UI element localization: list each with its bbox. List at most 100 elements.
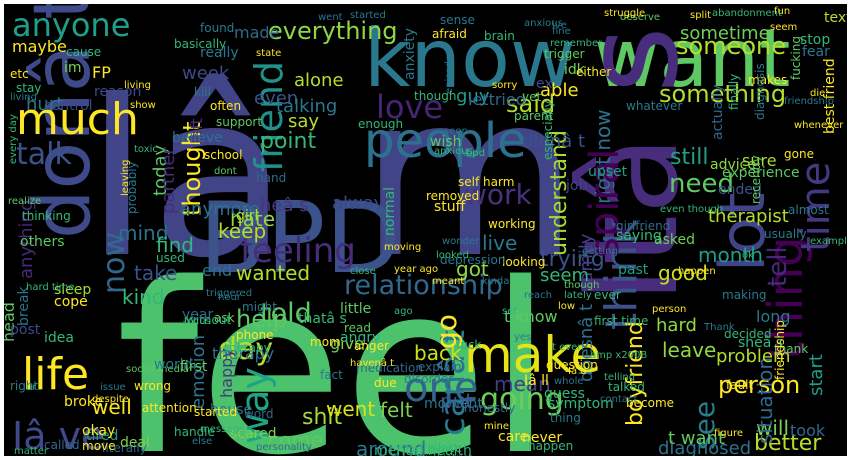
- word-made: made: [234, 23, 279, 42]
- word-thought: thought: [178, 122, 206, 216]
- word-believe: believe: [172, 130, 223, 146]
- word-im: im: [64, 60, 82, 76]
- word-explain: explain: [418, 360, 462, 374]
- word-example: example: [810, 236, 847, 247]
- word-work: work: [464, 178, 533, 211]
- word-able: able: [540, 80, 579, 101]
- word-abandonment: abandonment: [712, 8, 782, 19]
- word-afraid: afraid: [432, 27, 467, 41]
- word-fear: fear: [802, 44, 830, 60]
- word-time: time: [793, 162, 839, 252]
- word-deserve: deserve: [620, 12, 660, 23]
- word-doesn-t: doesnâ t: [576, 304, 597, 382]
- word-long: long: [756, 307, 791, 326]
- word-getting: getting: [582, 246, 618, 257]
- word-mind: mind: [118, 221, 168, 245]
- cloud-background: [4, 4, 847, 456]
- word-thing: thing: [550, 411, 581, 425]
- word-sleep: sleep: [54, 282, 91, 298]
- word-despite: despite: [92, 394, 129, 405]
- word-triggered: triggered: [206, 288, 252, 299]
- word-kind: kind: [122, 285, 165, 309]
- word-went: went: [318, 12, 343, 23]
- word-meant: meant: [432, 276, 464, 287]
- word-medication: medication: [356, 361, 423, 375]
- word-happy: happy: [217, 348, 236, 398]
- word-show: show: [130, 100, 156, 111]
- word-upset: upset: [588, 164, 628, 180]
- word-today: today: [150, 144, 171, 196]
- word-support: support: [216, 115, 262, 129]
- word-removed: removed: [426, 189, 479, 203]
- word-week: week: [182, 63, 230, 84]
- word-anymore: anymore: [180, 199, 260, 220]
- word-without: without: [186, 313, 231, 327]
- word-others: others: [20, 234, 65, 250]
- word-might: might: [242, 300, 277, 314]
- word-cause: cause: [66, 45, 101, 59]
- word-tired: tired: [86, 428, 118, 444]
- word-hard: hard: [656, 315, 697, 336]
- word-still: still: [670, 145, 708, 170]
- word-actually: actually: [710, 85, 726, 140]
- word-reason: reason: [94, 84, 141, 100]
- word-mom: mom: [310, 335, 341, 349]
- word-die: die: [810, 88, 825, 99]
- word-understand: understand: [547, 130, 572, 256]
- word-hour: hour: [218, 292, 242, 303]
- word-sense: sense: [440, 13, 475, 27]
- word-parent: parent: [514, 109, 554, 123]
- word-usually: usually: [764, 227, 807, 241]
- word-want: want: [594, 12, 791, 105]
- word-talked: talked: [608, 380, 645, 394]
- word-brain: brain: [484, 29, 515, 43]
- word-first-time: first time: [594, 314, 648, 328]
- word-cope: cope: [54, 294, 88, 310]
- word-bpd: BPD: [199, 182, 401, 296]
- word-t-even: t even: [552, 342, 584, 353]
- word-working: working: [488, 217, 536, 231]
- word-guy: guy: [456, 86, 490, 107]
- word-personality: personality: [256, 442, 312, 453]
- word-idk: idk: [564, 62, 586, 78]
- word-seem: seem: [540, 265, 589, 286]
- word-going: going: [480, 382, 564, 417]
- word-word: word: [244, 407, 274, 421]
- word-alone: alone: [294, 70, 344, 91]
- word-month: month: [698, 243, 763, 267]
- word-leaving: leaving: [120, 160, 131, 196]
- word-even: even: [254, 88, 298, 109]
- word-partner: partner: [158, 147, 179, 214]
- word-spiral: spiral: [582, 149, 628, 258]
- word-split: split: [690, 10, 711, 21]
- word-come: come: [268, 428, 323, 452]
- word-friendship: friendship: [784, 96, 834, 107]
- word-trigger: trigger: [544, 47, 585, 61]
- word-disorder: disorder: [404, 372, 453, 386]
- word-control: control: [44, 98, 93, 114]
- word-episode: episode: [444, 55, 455, 94]
- word-place: place: [430, 441, 462, 455]
- word-world: world: [154, 357, 193, 373]
- word-seem: seem: [770, 22, 797, 33]
- word-ended: ended: [718, 182, 762, 198]
- word-either: either: [576, 65, 611, 79]
- word-figure: figure: [714, 428, 743, 439]
- word-never: never: [522, 430, 562, 446]
- word-making: making: [722, 288, 767, 302]
- word-much: much: [16, 94, 139, 145]
- word-gone: gone: [784, 147, 814, 161]
- word-looking: looking: [502, 255, 546, 269]
- word-tell: tell: [763, 246, 793, 287]
- word-asked: asked: [654, 232, 695, 248]
- word-year: year: [182, 307, 213, 323]
- word-issue: issue: [100, 382, 126, 393]
- word-whatever: whatever: [626, 99, 682, 113]
- word-happen: happen: [678, 266, 716, 277]
- word-kill: kill: [194, 85, 211, 99]
- word-anxiety: anxiety: [402, 28, 418, 80]
- word-scared: scared: [230, 426, 277, 442]
- word-t-want: t want: [668, 428, 725, 449]
- word-got: got: [456, 257, 489, 281]
